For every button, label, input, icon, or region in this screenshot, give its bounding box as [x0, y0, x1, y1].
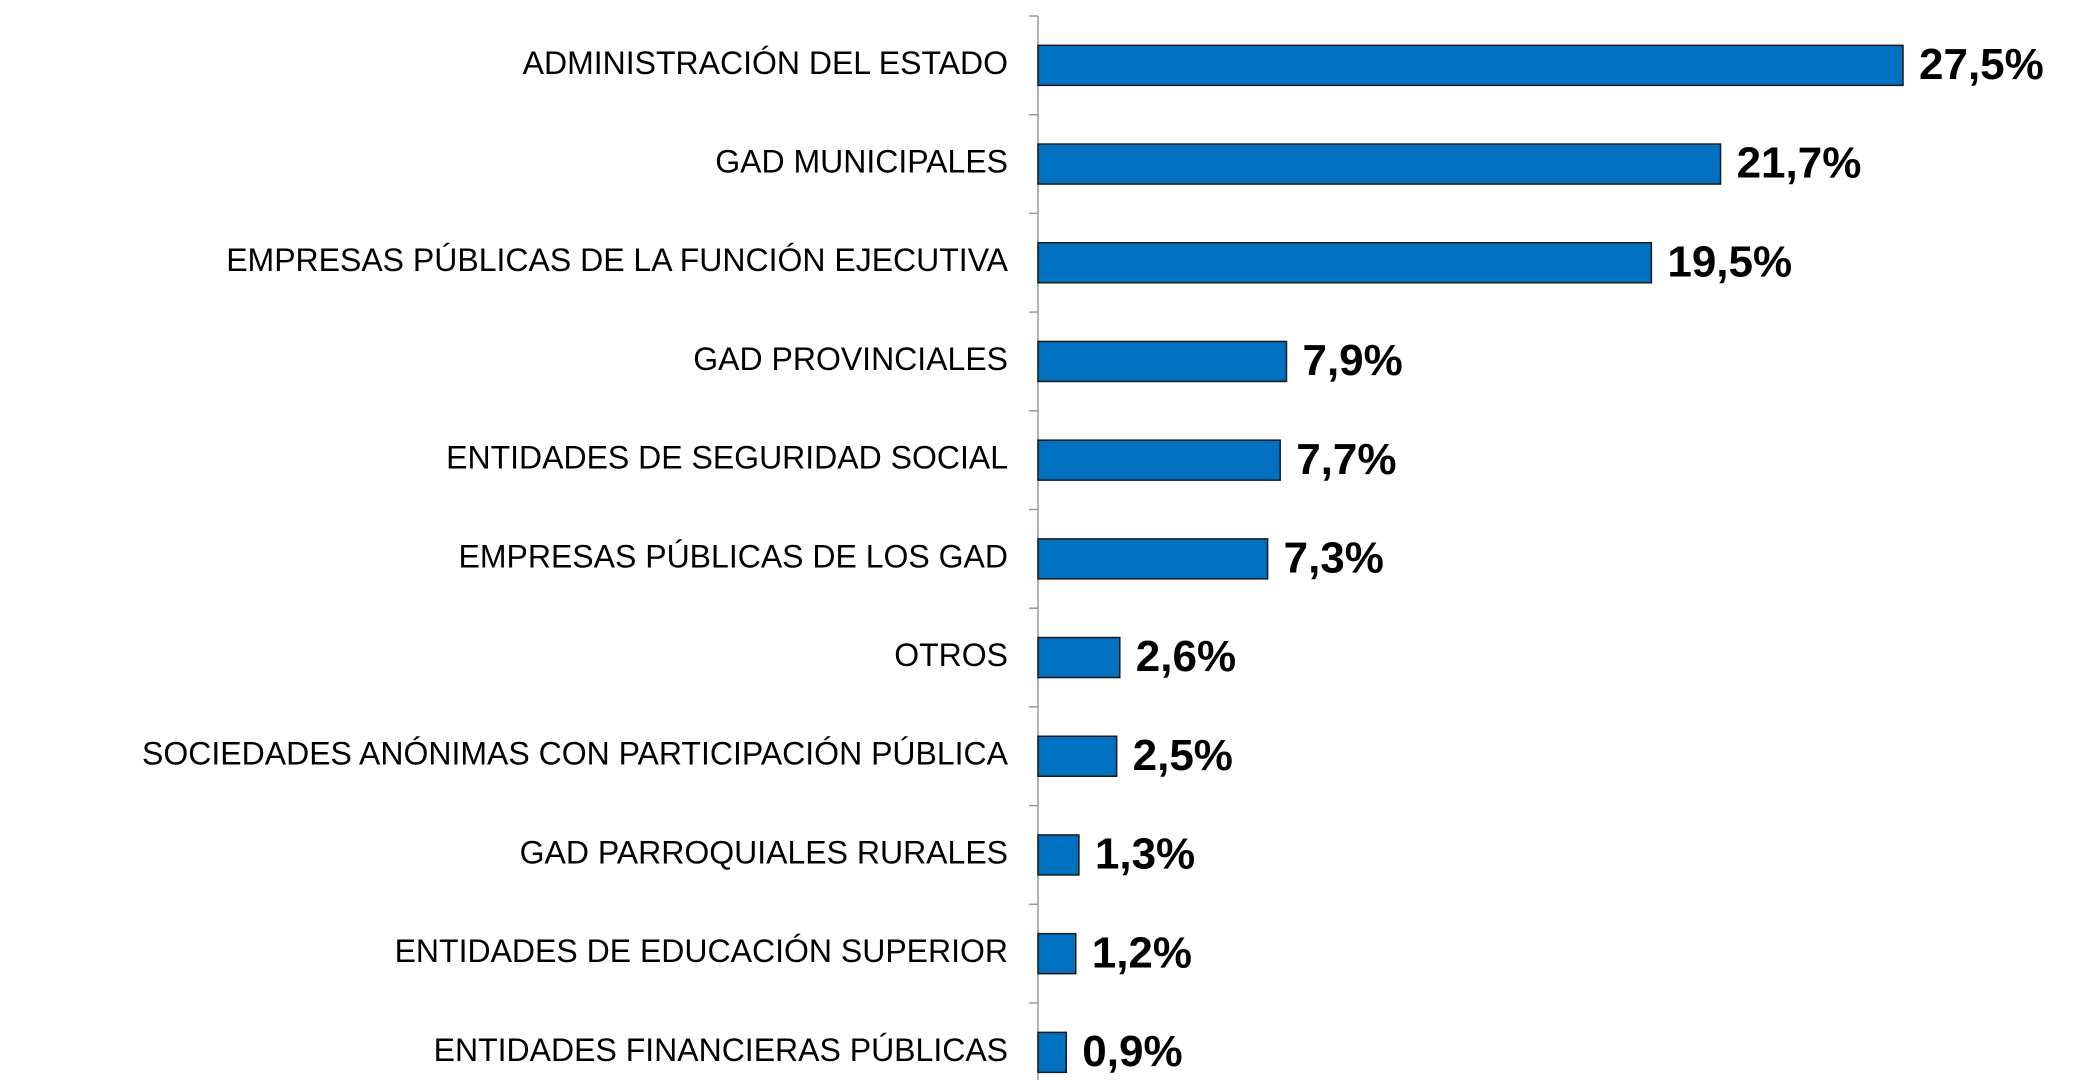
- category-label: SOCIEDADES ANÓNIMAS CON PARTICIPACIÓN PÚ…: [142, 736, 1009, 772]
- value-label: 2,5%: [1133, 731, 1233, 780]
- bar: [1037, 44, 1904, 87]
- bar: [1037, 242, 1653, 284]
- value-label: 27,5%: [1919, 40, 2044, 89]
- value-label: 7,7%: [1296, 435, 1396, 484]
- value-label: 21,7%: [1737, 139, 1862, 188]
- value-label: 7,3%: [1284, 533, 1384, 582]
- value-label: 7,9%: [1302, 336, 1402, 385]
- bar: [1037, 834, 1080, 876]
- value-label: 19,5%: [1667, 237, 1792, 286]
- category-label: GAD MUNICIPALES: [715, 144, 1008, 180]
- value-label: 1,2%: [1092, 928, 1192, 977]
- bar: [1037, 1031, 1068, 1074]
- category-label: GAD PROVINCIALES: [693, 341, 1008, 377]
- category-label: EMPRESAS PÚBLICAS DE LA FUNCIÓN EJECUTIV…: [226, 242, 1008, 278]
- value-label: 2,6%: [1136, 632, 1236, 681]
- bar: [1037, 735, 1118, 777]
- bar: [1037, 143, 1722, 185]
- category-label: OTROS: [894, 637, 1008, 673]
- category-label: ENTIDADES DE EDUCACIÓN SUPERIOR: [395, 933, 1008, 969]
- category-label: ENTIDADES DE SEGURIDAD SOCIAL: [446, 440, 1008, 476]
- category-label: GAD PARROQUIALES RURALES: [520, 834, 1008, 870]
- value-label: 0,9%: [1082, 1027, 1182, 1076]
- value-label: 1,3%: [1095, 830, 1195, 879]
- bar: [1037, 340, 1288, 383]
- bar: [1037, 439, 1281, 481]
- category-label: EMPRESAS PÚBLICAS DE LOS GAD: [459, 538, 1009, 574]
- bar: [1037, 538, 1269, 580]
- bar: [1037, 932, 1077, 975]
- bar: [1037, 636, 1121, 679]
- category-label: ENTIDADES FINANCIERAS PÚBLICAS: [434, 1032, 1008, 1068]
- category-label: ADMINISTRACIÓN DEL ESTADO: [523, 45, 1008, 81]
